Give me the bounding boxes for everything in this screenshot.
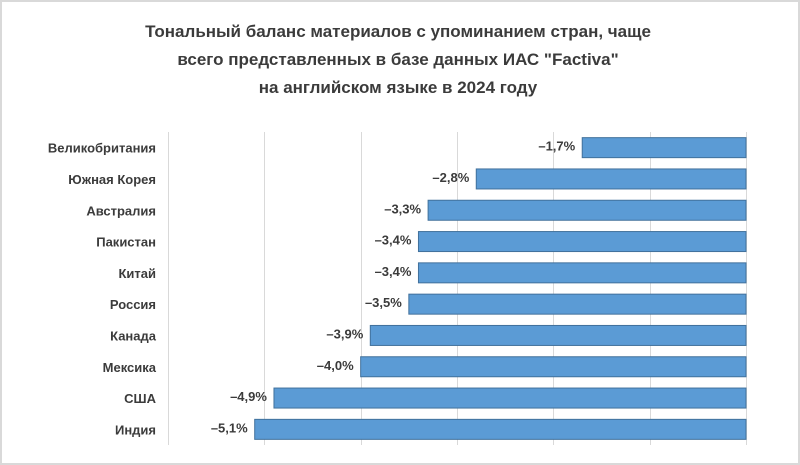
bar: [369, 324, 747, 346]
category-label: Китай: [118, 266, 156, 281]
data-label: –3,9%: [326, 326, 363, 341]
category-label: Канада: [110, 328, 157, 343]
bar: [360, 356, 747, 378]
bar: [254, 418, 747, 440]
chart-title: Тональный баланс материалов с упоминание…: [0, 18, 796, 102]
bar: [427, 199, 747, 221]
data-label: –4,9%: [230, 389, 267, 404]
data-label: –5,1%: [211, 420, 248, 435]
bar: [581, 137, 747, 159]
bar: [417, 262, 747, 284]
chart-title-line-2: всего представленных в базе данных ИАС "…: [177, 50, 619, 69]
category-label: Мексика: [103, 360, 157, 375]
category-label: Австралия: [86, 203, 156, 218]
bar: [475, 168, 747, 190]
data-label: –3,5%: [365, 295, 402, 310]
category-label: США: [124, 391, 156, 406]
bar: [408, 293, 747, 315]
category-label: Пакистан: [96, 235, 156, 250]
category-label: Россия: [110, 297, 156, 312]
category-label: Великобритания: [48, 141, 156, 156]
category-label: Южная Корея: [68, 172, 156, 187]
bar: [417, 231, 747, 253]
data-label: –3,4%: [375, 264, 412, 279]
data-label: –3,4%: [375, 233, 412, 248]
chart-title-line-3: на английском языке в 2024 году: [258, 78, 538, 97]
chart-title-line-1: Тональный баланс материалов с упоминание…: [145, 22, 651, 41]
data-label: –3,3%: [384, 201, 421, 216]
category-label: Индия: [115, 422, 156, 437]
bar: [273, 387, 747, 409]
data-label: –2,8%: [432, 170, 469, 185]
data-label: –1,7%: [538, 139, 575, 154]
data-label: –4,0%: [317, 358, 354, 373]
